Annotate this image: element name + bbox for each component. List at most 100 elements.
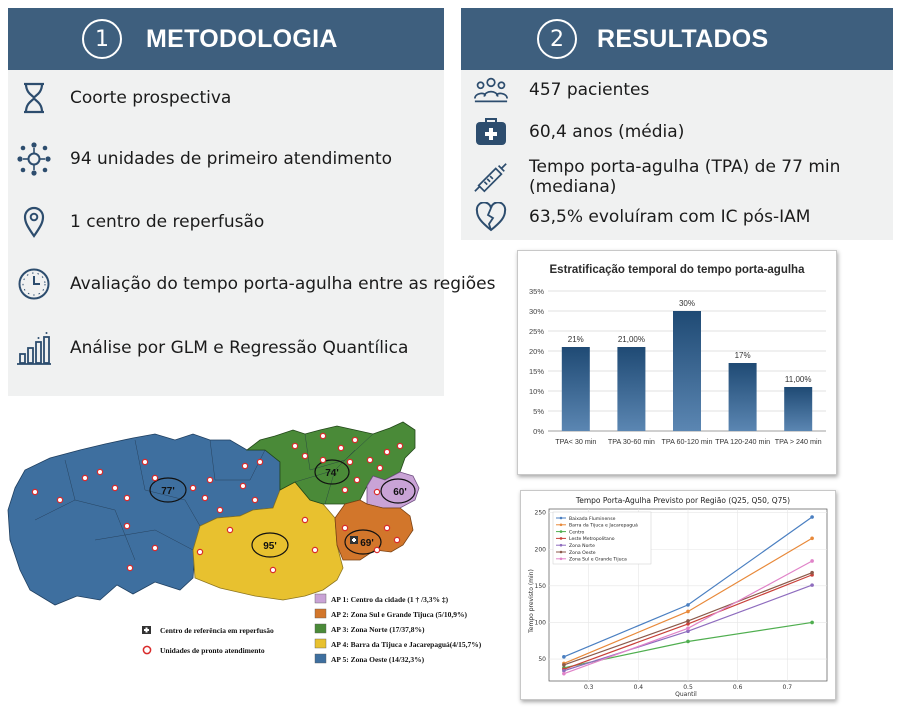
resultados-item: 63,5% evoluíram com IC pós-IAM bbox=[473, 199, 810, 235]
region-legend-swatch bbox=[314, 593, 327, 604]
line-legend-marker bbox=[559, 516, 563, 520]
emergency-unit-marker bbox=[366, 456, 374, 464]
line-point bbox=[810, 515, 814, 519]
item-label: 1 centro de reperfusão bbox=[70, 212, 265, 232]
emergency-unit-marker bbox=[346, 458, 354, 466]
bar bbox=[673, 311, 701, 431]
line-legend-marker bbox=[559, 543, 563, 547]
emergency-unit-marker bbox=[239, 482, 247, 490]
hospital-icon bbox=[142, 626, 151, 634]
line-legend-label: Centro bbox=[569, 529, 585, 535]
emergency-unit-marker bbox=[373, 546, 381, 554]
region-legend-label: AP 2: Zona Sul e Grande Tijuca (5/10,9%) bbox=[331, 610, 467, 619]
emergency-unit-marker bbox=[319, 432, 327, 440]
emergency-unit-marker bbox=[383, 524, 391, 532]
medical-kit-icon bbox=[473, 114, 509, 150]
bar-ytick-label: 10% bbox=[529, 387, 544, 396]
line-point bbox=[686, 609, 690, 614]
network-icon bbox=[16, 141, 52, 177]
line-point bbox=[810, 559, 814, 563]
emergency-unit-marker bbox=[301, 516, 309, 524]
bar-data-label: 11,00% bbox=[785, 375, 812, 384]
bar-ytick-label: 5% bbox=[533, 407, 544, 416]
line-legend-marker bbox=[559, 537, 563, 540]
line-chart: Tempo Porta-Agulha Previsto por Região (… bbox=[528, 496, 828, 698]
line-point bbox=[686, 626, 690, 631]
emergency-unit-marker bbox=[291, 442, 299, 450]
resultados-item: Tempo porta-agulha (TPA) de 77 min (medi… bbox=[473, 157, 900, 197]
line-xtick-label: 0.5 bbox=[683, 684, 693, 691]
region-legend-swatch bbox=[314, 608, 327, 619]
region-ap3-label: 74' bbox=[325, 468, 339, 479]
location-pin-icon bbox=[16, 204, 52, 240]
syringe-icon bbox=[473, 159, 509, 195]
regions-map: 77' 95' 74' 60' 69' Centro de referência… bbox=[7, 421, 482, 664]
emergency-unit-marker bbox=[216, 506, 224, 514]
emergency-unit-marker bbox=[393, 536, 401, 544]
resultados-item: 457 pacientes bbox=[473, 72, 649, 108]
region-legend: AP 1: Centro da cidade (1 † /3,3% ‡) AP 2… bbox=[314, 593, 482, 664]
item-label: Avaliação do tempo porta-agulha entre as… bbox=[70, 274, 496, 294]
emergency-unit-marker bbox=[189, 484, 197, 492]
item-label: Tempo porta-agulha (TPA) de 77 min (medi… bbox=[529, 157, 841, 197]
line-legend-label: Baixada Fluminense bbox=[569, 516, 616, 522]
item-label: 94 unidades de primeiro atendimento bbox=[70, 149, 393, 169]
emergency-unit-marker bbox=[226, 526, 234, 534]
resultados-header: 2 RESULTADOS bbox=[461, 8, 893, 70]
emergency-unit-marker bbox=[111, 484, 119, 492]
metodologia-item: Análise por GLM e Regressão Quantílica bbox=[16, 330, 408, 366]
line-xtick-label: 0.7 bbox=[783, 684, 793, 691]
line-point bbox=[686, 619, 690, 623]
region-ap2 bbox=[334, 499, 414, 561]
region-legend-label: AP 3: Zona Norte (17/37,8%) bbox=[331, 625, 425, 634]
region-legend-swatch bbox=[314, 638, 327, 649]
emergency-unit-markers bbox=[31, 432, 404, 574]
line-point bbox=[562, 668, 566, 673]
line-legend-label: Zona Norte bbox=[569, 543, 595, 549]
emergency-unit-marker bbox=[396, 442, 404, 450]
emergency-unit-marker bbox=[301, 452, 309, 460]
emergency-unit-marker bbox=[201, 494, 209, 502]
resultados-title: RESULTADOS bbox=[597, 24, 769, 53]
line-ytick-label: 100 bbox=[535, 619, 547, 626]
legend-hospital-label: Centro de referência em reperfusão bbox=[160, 626, 274, 635]
bar-category-label: TPA > 240 min bbox=[775, 437, 822, 446]
resultados-item: 60,4 anos (média) bbox=[473, 114, 684, 150]
line-point bbox=[562, 671, 566, 676]
bar-data-label: 21,00% bbox=[618, 335, 645, 344]
emergency-unit-marker bbox=[256, 458, 264, 466]
line-legend-box bbox=[552, 511, 652, 565]
metodologia-item: Avaliação do tempo porta-agulha entre as… bbox=[16, 266, 495, 302]
line-ytick-label: 150 bbox=[535, 583, 547, 590]
line-point bbox=[810, 620, 814, 625]
line-legend-marker bbox=[559, 523, 563, 527]
emergency-unit-marker bbox=[196, 548, 204, 556]
resultados-body bbox=[461, 70, 893, 240]
bar-ytick-label: 30% bbox=[529, 307, 544, 316]
bar-category-label: TPA 120-240 min bbox=[715, 437, 770, 446]
bar-chart-panel: Estratificação temporal do tempo porta-a… bbox=[517, 250, 837, 475]
emergency-unit-marker bbox=[123, 494, 131, 502]
line-legend-label: Zona Oeste bbox=[569, 550, 596, 556]
emergency-unit-marker bbox=[341, 486, 349, 494]
region-ap5-label: 77' bbox=[161, 486, 175, 497]
emergency-unit-marker bbox=[151, 544, 159, 552]
emergency-unit-marker bbox=[351, 436, 359, 444]
line-chart-title: Tempo Porta-Agulha Previsto por Região (… bbox=[575, 496, 790, 505]
line-xtick-label: 0.3 bbox=[584, 684, 594, 691]
line-point bbox=[562, 663, 566, 667]
bar-category-label: TPA< 30 min bbox=[555, 437, 596, 446]
bar-data-label: 30% bbox=[679, 299, 695, 308]
line-point bbox=[810, 536, 814, 541]
bar-category-label: TPA 30-60 min bbox=[608, 437, 655, 446]
region-legend-label: AP 1: Centro da cidade (1 † /3,3% ‡) bbox=[331, 595, 449, 604]
bar-ytick-label: 0% bbox=[533, 427, 544, 436]
line-point bbox=[686, 639, 690, 644]
region-legend-label: AP 5: Zona Oeste (14/32,3%) bbox=[331, 655, 425, 664]
bar-ytick-label: 20% bbox=[529, 347, 544, 356]
bar bbox=[561, 347, 590, 431]
region-legend-label: AP 4: Barra da Tijuca e Jacarepaguá(4/15… bbox=[331, 640, 482, 649]
broken-heart-icon bbox=[473, 199, 509, 235]
line-point bbox=[686, 622, 690, 626]
region-ap2-label: 69' bbox=[360, 538, 374, 549]
